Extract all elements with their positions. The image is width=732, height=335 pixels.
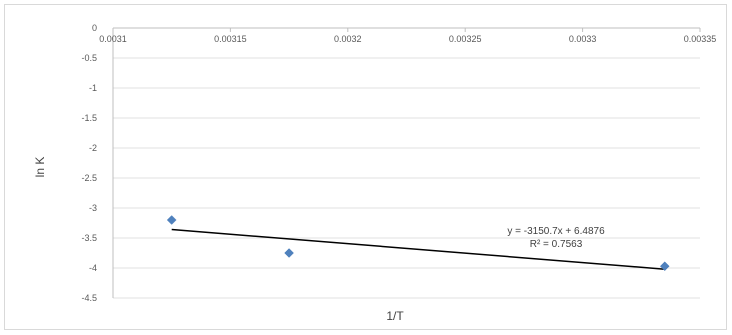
trendline-r-squared: R² = 0.7563 <box>530 239 583 250</box>
y-tick-label: -4 <box>89 263 97 273</box>
x-tick-label: 0.00315 <box>214 34 247 44</box>
trendline-equation: y = -3150.7x + 6.4876 <box>507 226 605 237</box>
trendline-layer <box>171 228 665 270</box>
x-tick-label: 0.00335 <box>684 34 717 44</box>
y-tick-label: -3 <box>89 203 97 213</box>
y-tick-label: -2.5 <box>81 173 97 183</box>
axes <box>112 27 701 298</box>
y-tick-label: -2 <box>89 143 97 153</box>
trendline <box>171 228 665 270</box>
gridlines <box>113 57 700 299</box>
data-point <box>659 261 670 272</box>
data-points <box>166 215 670 272</box>
x-tick-label: 0.00325 <box>449 34 482 44</box>
x-tick-label: 0.0033 <box>569 34 597 44</box>
data-point <box>284 248 294 258</box>
y-tick-label: 0 <box>92 23 97 33</box>
y-tick-label: -0.5 <box>81 53 97 63</box>
x-tick-label: 0.0031 <box>99 34 127 44</box>
data-point <box>166 215 177 225</box>
y-tick-label: -1.5 <box>81 113 97 123</box>
y-tick-label: -4.5 <box>81 293 97 303</box>
x-axis-title: 1/T <box>386 309 404 323</box>
tick-labels: 0 -0.5 -1 -1.5 -2 -2.5 -3 -3.5 -4 -4.5 0.0031 0.003… <box>81 23 716 303</box>
y-axis-title: ln K <box>33 157 47 178</box>
y-tick-label: -1 <box>89 83 97 93</box>
x-tick-label: 0.0032 <box>334 34 362 44</box>
y-tick-label: -3.5 <box>81 233 97 243</box>
